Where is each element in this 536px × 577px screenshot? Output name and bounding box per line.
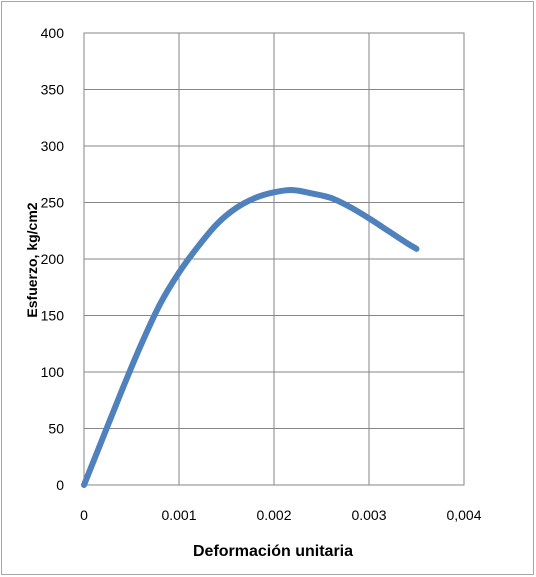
- y-axis-label: Esfuerzo, kg/cm2: [24, 202, 40, 317]
- plot-area-border: [83, 32, 465, 486]
- y-tick-label: 250: [41, 195, 65, 211]
- x-tick-label: 0.003: [351, 507, 386, 523]
- x-axis-label: Deformación unitaria: [193, 543, 353, 560]
- x-axis-ticks: 0 0.001 0.002 0.003 0,004: [80, 507, 482, 523]
- series-group: [81, 187, 420, 488]
- y-tick-label: 200: [41, 251, 65, 267]
- y-tick-label: 150: [41, 308, 65, 324]
- series-line: [81, 187, 420, 488]
- x-tick-label: 0,004: [446, 507, 481, 523]
- x-tick-label: 0.002: [256, 507, 291, 523]
- y-tick-label: 350: [41, 82, 65, 98]
- y-tick-label: 300: [41, 138, 65, 154]
- grid-lines: [83, 32, 465, 486]
- y-axis-ticks: 0 50 100 150 200 250 300 350 400: [41, 25, 65, 493]
- y-tick-label: 0: [56, 477, 64, 493]
- y-tick-label: 50: [48, 421, 64, 437]
- y-tick-label: 100: [41, 364, 65, 380]
- x-tick-label: 0.001: [161, 507, 196, 523]
- x-tick-label: 0: [80, 507, 88, 523]
- y-tick-label: 400: [41, 25, 65, 41]
